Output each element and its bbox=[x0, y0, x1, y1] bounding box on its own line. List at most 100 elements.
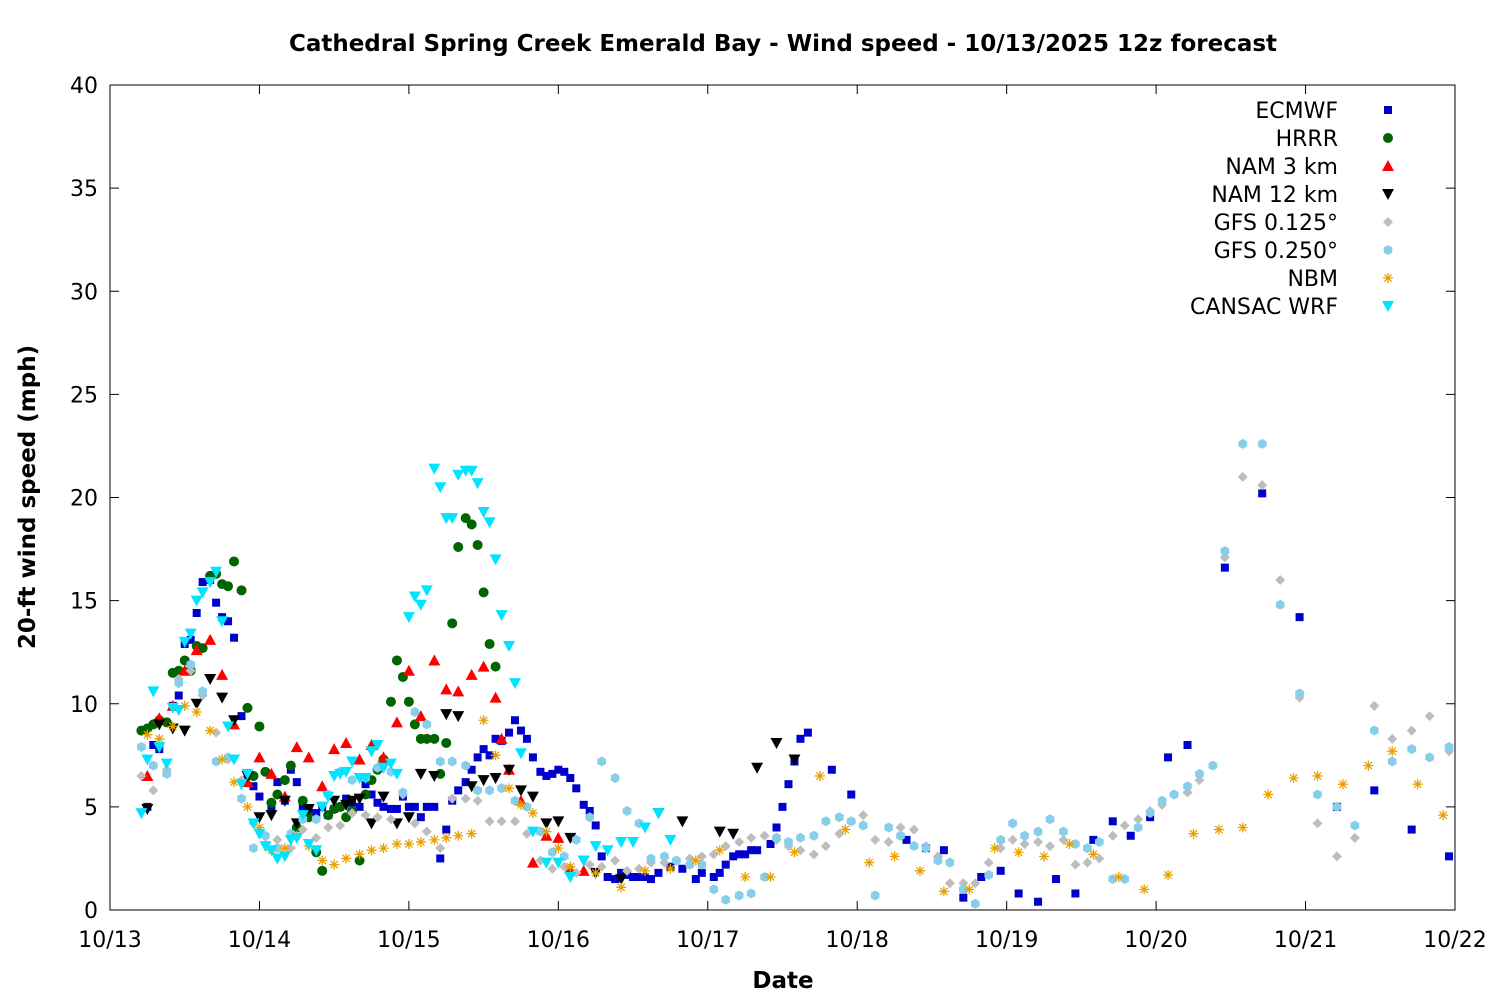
data-point bbox=[398, 787, 408, 798]
data-point bbox=[453, 830, 464, 841]
data-point bbox=[353, 753, 366, 765]
data-point bbox=[385, 814, 396, 825]
legend-marker bbox=[1382, 301, 1394, 312]
data-point bbox=[302, 839, 315, 850]
data-point bbox=[944, 878, 955, 889]
data-point bbox=[285, 843, 296, 854]
data-point bbox=[436, 854, 445, 863]
data-point bbox=[391, 655, 402, 666]
data-point bbox=[1133, 814, 1144, 825]
data-point bbox=[548, 769, 557, 778]
data-point bbox=[597, 852, 606, 861]
data-point bbox=[137, 742, 146, 753]
data-point bbox=[179, 700, 190, 711]
data-point bbox=[136, 770, 147, 781]
data-point bbox=[447, 756, 457, 767]
data-point bbox=[540, 818, 553, 830]
data-point bbox=[541, 826, 552, 837]
data-point bbox=[772, 832, 781, 843]
data-point bbox=[516, 726, 525, 735]
data-point bbox=[409, 818, 420, 829]
data-point bbox=[328, 743, 341, 755]
data-point bbox=[734, 890, 744, 901]
data-point bbox=[536, 767, 545, 776]
data-point bbox=[235, 779, 248, 791]
data-point bbox=[190, 698, 203, 710]
data-point bbox=[1089, 835, 1098, 844]
data-point bbox=[373, 798, 382, 807]
data-point bbox=[665, 863, 676, 874]
data-point bbox=[454, 786, 463, 795]
data-point bbox=[371, 740, 384, 751]
legend-label: CANSAC WRF bbox=[1190, 295, 1338, 320]
data-point bbox=[212, 598, 221, 607]
data-point bbox=[422, 719, 432, 730]
data-point bbox=[497, 783, 506, 794]
data-point bbox=[489, 691, 502, 703]
data-point bbox=[259, 841, 272, 853]
data-point bbox=[566, 774, 575, 782]
data-point bbox=[1113, 872, 1124, 882]
legend-marker bbox=[1382, 189, 1394, 200]
data-point bbox=[483, 517, 496, 529]
data-point bbox=[1275, 599, 1285, 610]
y-tick-label: 20 bbox=[70, 487, 98, 512]
data-point bbox=[279, 843, 290, 854]
data-point bbox=[1008, 818, 1017, 829]
data-point bbox=[302, 751, 315, 763]
data-point bbox=[473, 753, 482, 762]
data-point bbox=[1083, 843, 1092, 854]
data-point bbox=[1133, 822, 1143, 833]
y-tick-label: 25 bbox=[70, 383, 98, 408]
data-point bbox=[178, 725, 191, 737]
data-point bbox=[347, 775, 357, 786]
data-point bbox=[820, 841, 831, 852]
data-point bbox=[205, 725, 216, 736]
data-point bbox=[509, 816, 520, 827]
data-point bbox=[237, 712, 246, 721]
data-point bbox=[672, 855, 681, 866]
data-point bbox=[1064, 839, 1075, 849]
data-point bbox=[222, 721, 235, 733]
data-point bbox=[914, 865, 925, 876]
data-point bbox=[228, 715, 241, 727]
data-point bbox=[147, 686, 160, 698]
data-point bbox=[664, 834, 677, 846]
y-tick-label: 0 bbox=[84, 899, 98, 924]
data-point bbox=[404, 802, 413, 811]
data-point bbox=[217, 754, 228, 765]
legend-marker bbox=[1383, 133, 1393, 143]
data-point bbox=[741, 850, 750, 859]
data-point bbox=[552, 816, 565, 828]
data-point bbox=[590, 867, 601, 878]
data-point bbox=[1312, 818, 1323, 829]
data-point bbox=[1407, 825, 1416, 834]
data-point bbox=[629, 873, 638, 881]
data-point bbox=[440, 709, 453, 721]
data-point bbox=[253, 812, 266, 824]
data-point bbox=[472, 539, 483, 550]
data-point bbox=[589, 841, 602, 853]
data-point bbox=[639, 822, 652, 834]
data-point bbox=[1094, 836, 1104, 847]
data-point bbox=[847, 790, 856, 799]
data-point bbox=[495, 610, 508, 622]
data-point bbox=[635, 873, 644, 881]
data-point bbox=[1312, 770, 1323, 781]
data-point bbox=[939, 846, 948, 855]
data-point bbox=[141, 769, 154, 781]
data-point bbox=[1337, 779, 1348, 790]
data-point bbox=[995, 843, 1006, 854]
data-point bbox=[542, 771, 551, 780]
data-point bbox=[290, 832, 303, 844]
data-point bbox=[803, 728, 812, 737]
data-point bbox=[441, 737, 452, 748]
data-point bbox=[660, 851, 669, 862]
data-point bbox=[571, 834, 581, 845]
data-point bbox=[361, 780, 370, 789]
data-point bbox=[560, 767, 569, 776]
data-point bbox=[615, 836, 628, 848]
data-point bbox=[490, 750, 501, 761]
data-point bbox=[902, 835, 911, 844]
data-point bbox=[603, 873, 612, 881]
